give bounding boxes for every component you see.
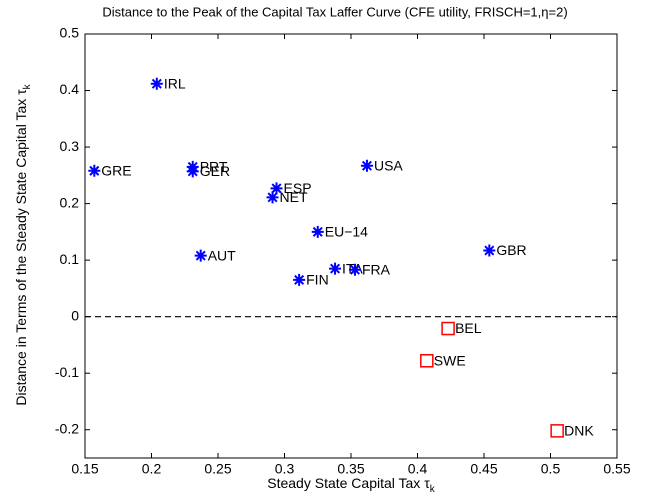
y-tick-label: 0.2 [60, 194, 80, 210]
point-label: FRA [362, 261, 391, 277]
x-axis-label: Steady State Capital Tax τk [267, 475, 435, 495]
point [270, 182, 283, 195]
point [293, 273, 306, 286]
point [88, 164, 101, 177]
x-tick-label: 0.4 [408, 461, 428, 477]
y-axis-label: Distance in Terms of the Steady State Ca… [13, 83, 33, 405]
point [311, 225, 324, 238]
y-tick-label: -0.1 [55, 364, 79, 380]
x-tick-label: 0.35 [337, 461, 364, 477]
x-axis-label-sub: k [430, 484, 436, 495]
x-tick-label: 0.25 [204, 461, 231, 477]
point [150, 77, 163, 90]
point [329, 262, 342, 275]
point [550, 424, 564, 438]
point-label: DNK [564, 423, 594, 439]
point-label: USA [374, 157, 403, 173]
point [194, 249, 207, 262]
y-tick-label: 0.3 [60, 138, 80, 154]
point [266, 191, 279, 204]
point-label: GBR [496, 242, 526, 258]
chart-title: Distance to the Peak of the Capital Tax … [102, 4, 567, 19]
point [483, 244, 496, 257]
point [441, 321, 455, 336]
point [186, 165, 199, 178]
x-tick-label: 0.55 [603, 461, 630, 477]
x-tick-label: 0.3 [275, 461, 295, 477]
y-tick-label: 0.1 [60, 251, 80, 267]
point-label: PRT [200, 159, 228, 175]
point [420, 354, 434, 368]
y-axis-label-main: Distance in Terms of the Steady State Ca… [13, 89, 29, 406]
point-label: GER [200, 163, 230, 179]
point-label: IRL [164, 75, 186, 91]
x-tick-label: 0.5 [541, 461, 561, 477]
point-label: ESP [284, 180, 312, 196]
point-label: AUT [208, 247, 236, 263]
point-label: SWE [434, 352, 466, 368]
point-label: FIN [306, 272, 329, 288]
point [360, 159, 373, 172]
x-tick-label: 0.2 [142, 461, 162, 477]
point-label: GRE [101, 163, 131, 179]
point-label: EU−14 [325, 224, 368, 240]
y-axis-label-sub: k [22, 83, 33, 89]
y-tick-label: 0.5 [60, 25, 80, 41]
x-axis-label-main: Steady State Capital Tax τ [267, 475, 430, 491]
point-label: NET [280, 189, 308, 205]
point [348, 263, 361, 276]
y-tick-label: -0.2 [55, 420, 79, 436]
y-tick-label: 0.4 [60, 81, 80, 97]
x-tick-label: 0.15 [71, 461, 98, 477]
y-tick-label: 0 [71, 307, 79, 323]
point-label: BEL [455, 320, 482, 336]
x-tick-label: 0.45 [470, 461, 497, 477]
